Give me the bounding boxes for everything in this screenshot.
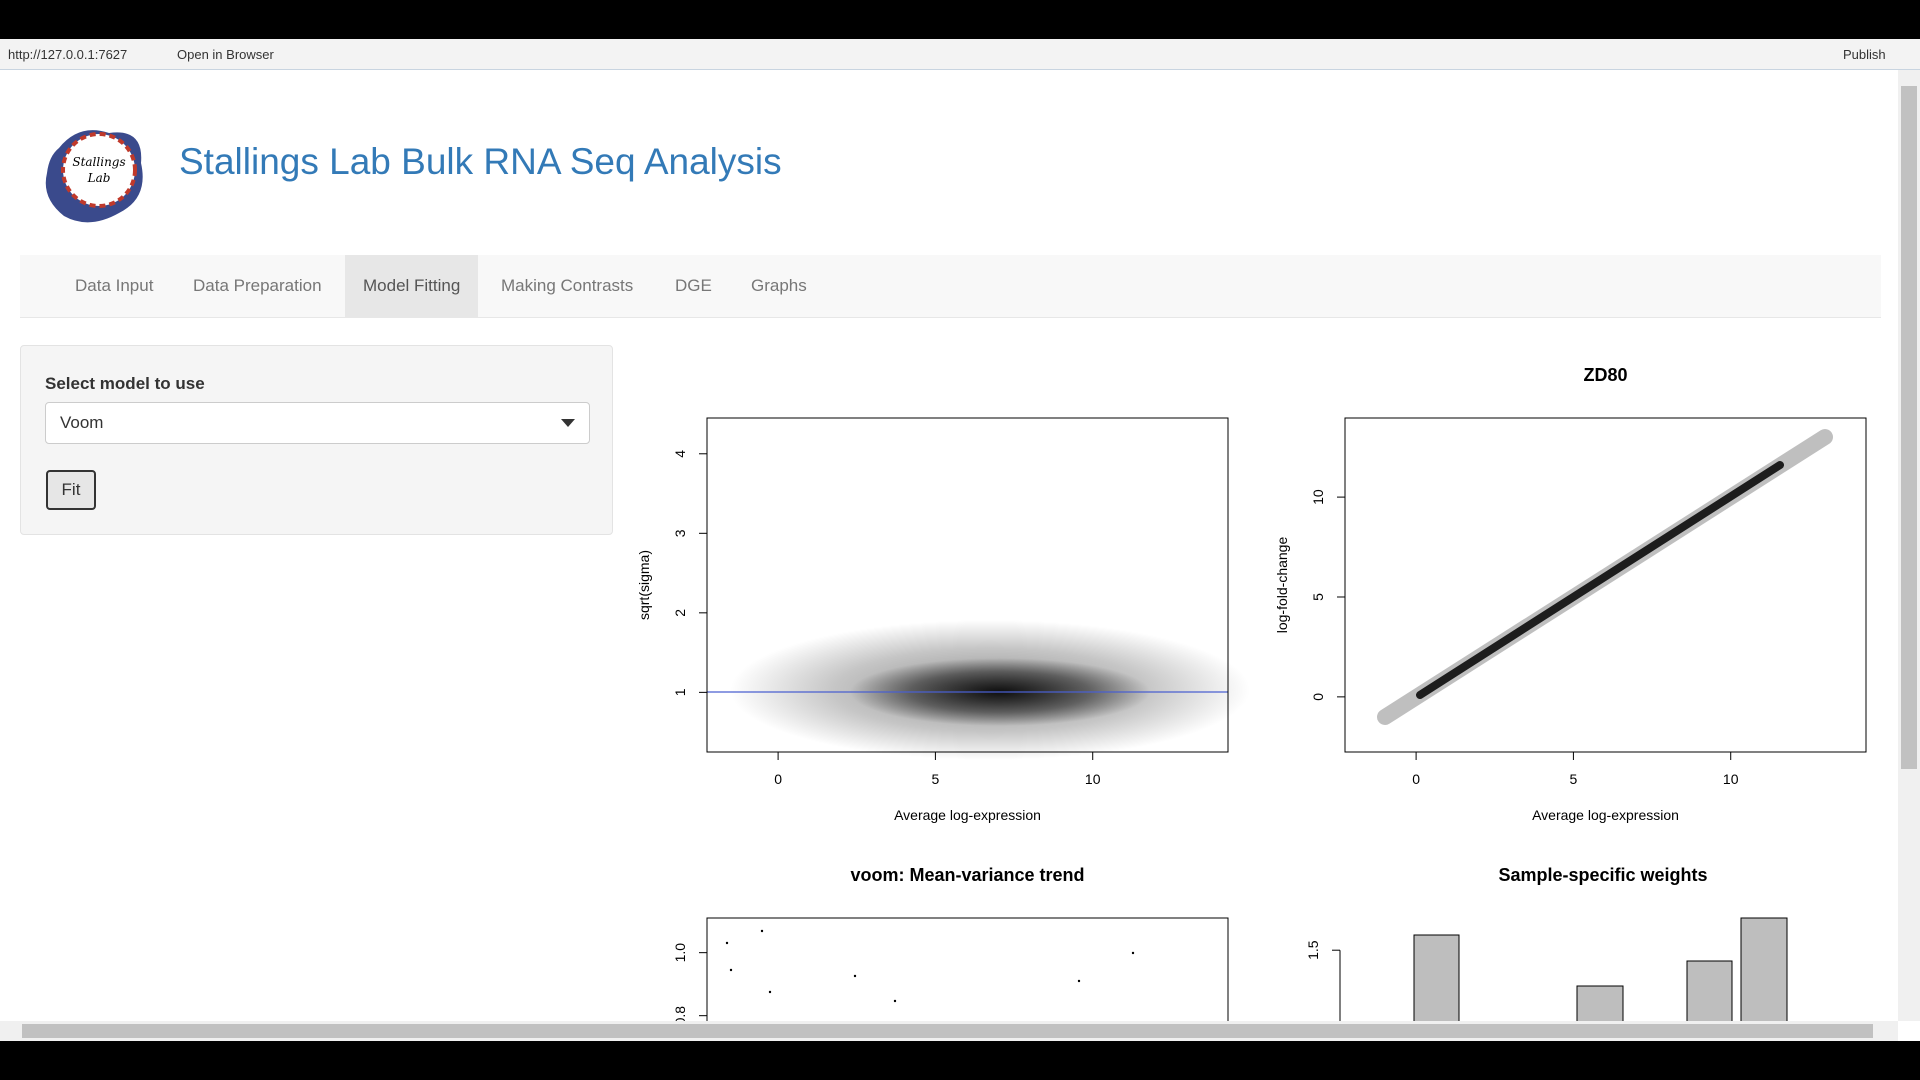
nav-tab[interactable]: Data Input [75,276,154,295]
x-tick-label: 5 [1570,771,1578,787]
plot-title: voom: Mean-variance trend [850,865,1084,885]
nav-tab[interactable]: Model Fitting [345,255,479,317]
plot-area: 1 2 3 4 0 5 10 Average log-expression sqrt(sigma… [636,365,1867,1021]
nav-tab[interactable]: Graphs [751,276,807,295]
url: http://127.0.0.1:7627 [8,47,128,62]
navbar: Data Input Data Preparation Model Fitting M… [20,255,1881,318]
sidebar-panel: Select model to use Voom Fit [20,345,613,535]
y-tick-label: 4 [672,450,688,458]
x-axis-label: Average log-expression [1532,807,1679,823]
open-in-browser[interactable]: Open in Browser [177,47,274,62]
select-label: Select model to use [45,374,205,393]
x-tick-label: 10 [1723,771,1739,787]
y-axis-label: log-fold-change [1274,537,1290,634]
x-tick-label: 0 [1412,771,1420,787]
y-tick-label: 10 [1310,489,1326,505]
logo-text: Stallings [72,155,125,169]
model-select[interactable]: Voom [45,402,590,444]
viewer-toolbar: http://127.0.0.1:7627 Open in Browser Pu… [0,39,1920,70]
publish[interactable]: Publish [1843,47,1886,62]
viewer: http://127.0.0.1:7627 Open in Browser Pu… [0,39,1920,1041]
y-tick-label: 3 [672,529,688,537]
y-axis-label: sqrt(sigma) [636,550,652,620]
y-tick-label: 1.5 [1305,940,1321,960]
x-axis-label: Average log-expression [894,807,1041,823]
x-tick-label: 5 [932,771,940,787]
logo: Stallings Lab [45,130,143,223]
x-tick-label: 0 [774,771,782,787]
horizontal-scrollbar[interactable] [0,1021,1898,1041]
nav-tab[interactable]: Making Contrasts [501,276,634,295]
y-tick-label: 1.0 [672,943,688,963]
plot-title: Sample-specific weights [1498,865,1707,885]
logo-text: Lab [87,171,111,185]
points [725,929,1135,1003]
y-tick-label: 0 [1310,693,1326,701]
y-tick-label: 2 [672,609,688,617]
nav-tab[interactable]: Data Preparation [193,276,322,295]
fit-button[interactable]: Fit [46,470,96,510]
y-tick-label: 5 [1310,593,1326,601]
caret [561,419,575,427]
select-value: Voom [60,413,104,432]
y-tick-label: 0.8 [672,1006,688,1021]
y-tick-label: 1 [672,688,688,696]
plot-box [706,917,1229,1021]
x-tick-label: 10 [1085,771,1101,787]
app-title: Stallings Lab Bulk RNA Seq Analysis [179,141,782,182]
point-cloud [1416,461,1784,699]
plot-title: ZD80 [1583,365,1627,385]
nav-tab[interactable]: DGE [675,276,712,295]
bars [1413,917,1788,1021]
vertical-scrollbar[interactable] [1898,70,1920,1021]
